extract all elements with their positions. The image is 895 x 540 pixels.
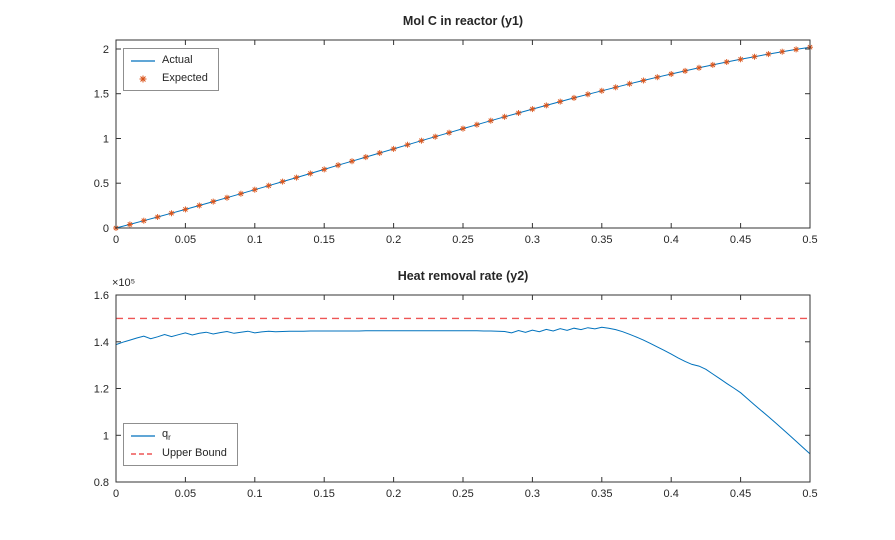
expected-swatch-marker bbox=[139, 75, 147, 82]
upper-bound-dashed-swatch bbox=[131, 452, 155, 455]
legend-label-qr: qr bbox=[162, 427, 171, 443]
x-tick-label: 0.15 bbox=[313, 234, 334, 246]
actual-line-swatch bbox=[131, 59, 155, 62]
x-tick-label: 0 bbox=[113, 488, 119, 500]
chart2-legend[interactable]: qr Upper Bound bbox=[123, 423, 238, 466]
chart1-title: Mol C in reactor (y1) bbox=[402, 14, 524, 28]
series-q-r-line bbox=[115, 326, 811, 455]
y-axis-exponent-label: ×10⁵ bbox=[112, 277, 136, 289]
qr-line-swatch bbox=[131, 434, 155, 437]
chart2-title: Heat removal rate (y2) bbox=[397, 269, 529, 283]
legend-entry-upper-bound: Upper Bound bbox=[130, 446, 227, 461]
x-tick-label: 0.35 bbox=[591, 488, 612, 500]
x-tick-label: 0.3 bbox=[525, 488, 540, 500]
x-tick-label: 0.2 bbox=[386, 234, 401, 246]
y-tick-label: 2 bbox=[103, 44, 109, 56]
x-tick-label: 0.25 bbox=[452, 488, 473, 500]
x-tick-label: 0.5 bbox=[802, 488, 817, 500]
x-tick-label: 0.2 bbox=[386, 488, 401, 500]
x-tick-label: 0 bbox=[113, 234, 119, 246]
x-tick-label: 0.3 bbox=[525, 234, 540, 246]
x-tick-label: 0.15 bbox=[313, 488, 334, 500]
y-tick-label: 1.2 bbox=[94, 384, 109, 396]
x-tick-label: 0.35 bbox=[591, 234, 612, 246]
y-tick-label: 1 bbox=[103, 430, 109, 442]
y-tick-label: 0.5 bbox=[94, 178, 109, 190]
x-tick-label: 0.25 bbox=[452, 234, 473, 246]
x-tick-label: 0.5 bbox=[802, 234, 817, 246]
legend-label-actual: Actual bbox=[162, 54, 193, 66]
x-tick-label: 0.4 bbox=[664, 488, 679, 500]
x-tick-label: 0.45 bbox=[730, 234, 751, 246]
legend-label-upper-bound: Upper Bound bbox=[162, 447, 227, 459]
expected-asterisk-swatch bbox=[139, 75, 147, 82]
series-expected-markers bbox=[113, 44, 813, 231]
x-tick-label: 0.05 bbox=[175, 488, 196, 500]
legend-entry-actual: Actual bbox=[130, 53, 208, 68]
x-tick-label: 0.1 bbox=[247, 488, 262, 500]
chart1-legend[interactable]: Actual Expected bbox=[123, 48, 219, 91]
series-actual-line bbox=[115, 46, 811, 229]
y-tick-label: 1 bbox=[103, 134, 109, 146]
y-tick-label: 0 bbox=[103, 223, 109, 235]
x-tick-label: 0.1 bbox=[247, 234, 262, 246]
x-tick-label: 0.45 bbox=[730, 488, 751, 500]
x-tick-label: 0.05 bbox=[175, 234, 196, 246]
x-tick-label: 0.4 bbox=[664, 234, 679, 246]
legend-entry-qr: qr bbox=[130, 428, 227, 443]
legend-entry-expected: Expected bbox=[130, 71, 208, 86]
y-tick-label: 0.8 bbox=[94, 477, 109, 489]
y-tick-label: 1.4 bbox=[94, 337, 109, 349]
legend-label-expected: Expected bbox=[162, 72, 208, 84]
y-tick-label: 1.5 bbox=[94, 89, 109, 101]
y-tick-label: 1.6 bbox=[94, 290, 109, 302]
